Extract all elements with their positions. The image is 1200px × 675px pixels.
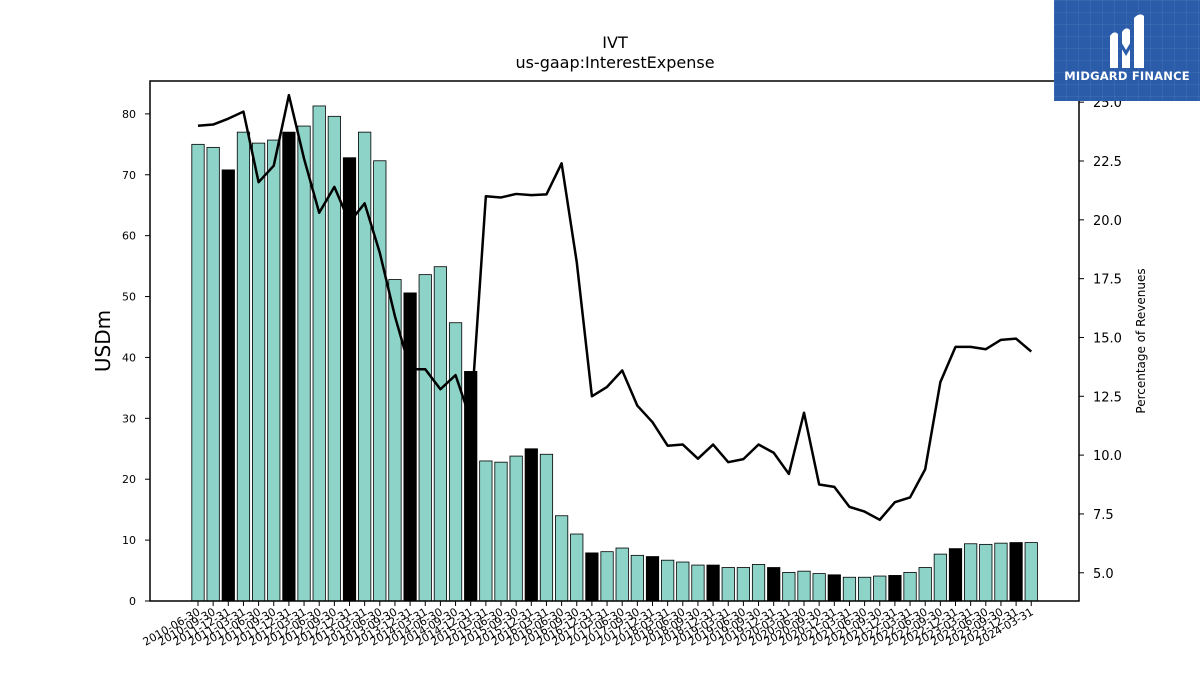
bar bbox=[661, 559, 675, 602]
bar bbox=[630, 554, 644, 602]
bar bbox=[767, 567, 781, 602]
y-tick-label: 60 bbox=[122, 230, 136, 243]
bar bbox=[433, 266, 448, 602]
bar bbox=[903, 571, 917, 602]
y2-tick-label: 22.5 bbox=[1093, 155, 1122, 170]
bar bbox=[1009, 542, 1023, 602]
y2-axis-label: Percentage of Revenues bbox=[1134, 268, 1148, 413]
midgard-logo-icon bbox=[1110, 14, 1144, 68]
bar bbox=[312, 105, 326, 602]
y-tick-label: 70 bbox=[122, 169, 136, 182]
bar bbox=[858, 576, 872, 602]
y-axis-label: USDm bbox=[91, 310, 115, 372]
bar bbox=[1024, 542, 1038, 602]
bar bbox=[706, 564, 720, 602]
bar bbox=[418, 274, 432, 602]
bar bbox=[448, 322, 463, 602]
y-tick-label: 40 bbox=[122, 351, 136, 364]
bar bbox=[721, 567, 735, 602]
bar bbox=[948, 548, 963, 602]
y2-tick-label: 12.5 bbox=[1093, 390, 1122, 405]
bar bbox=[736, 567, 751, 602]
left-axis: 0 10 20 30 40 50 60 70 80 bbox=[122, 108, 150, 608]
bar bbox=[797, 570, 811, 602]
bar bbox=[964, 543, 978, 602]
chart-subtitle: us-gaap:InterestExpense bbox=[515, 53, 714, 72]
bar bbox=[918, 567, 932, 602]
y2-tick-label: 20.0 bbox=[1093, 214, 1122, 229]
bar bbox=[994, 542, 1008, 602]
bar bbox=[251, 142, 266, 602]
y-tick-label: 20 bbox=[122, 473, 136, 486]
bar bbox=[933, 553, 947, 602]
y2-tick-label: 7.5 bbox=[1093, 508, 1114, 523]
bar bbox=[206, 146, 220, 602]
y-tick-label: 50 bbox=[122, 291, 136, 304]
y2-tick-label: 17.5 bbox=[1093, 273, 1122, 288]
bar bbox=[585, 552, 599, 602]
bar bbox=[691, 564, 705, 602]
plot-frame bbox=[149, 80, 1080, 602]
bar bbox=[888, 575, 902, 602]
bar bbox=[479, 460, 493, 602]
y-tick-label: 30 bbox=[122, 412, 136, 425]
bar bbox=[297, 125, 311, 602]
bar bbox=[267, 139, 281, 602]
bar bbox=[600, 551, 614, 602]
midgard-finance-logo: MIDGARD FINANCE bbox=[1054, 0, 1200, 101]
bars-layer bbox=[191, 105, 1038, 602]
bar bbox=[873, 575, 887, 602]
bar bbox=[570, 533, 584, 602]
bar bbox=[282, 131, 296, 602]
bar bbox=[751, 564, 766, 602]
bar bbox=[827, 574, 841, 602]
bar bbox=[979, 543, 993, 602]
bar bbox=[236, 131, 251, 602]
bar bbox=[509, 455, 523, 602]
bar bbox=[615, 547, 629, 602]
logo-text: MIDGARD FINANCE bbox=[1064, 69, 1190, 83]
y2-tick-label: 10.0 bbox=[1093, 449, 1122, 464]
bar bbox=[342, 157, 357, 602]
bar bbox=[555, 515, 569, 602]
bar bbox=[221, 169, 235, 602]
bar bbox=[539, 453, 554, 602]
bar bbox=[676, 561, 690, 602]
bar bbox=[524, 448, 538, 602]
bar bbox=[403, 292, 417, 602]
y-tick-label: 80 bbox=[122, 108, 136, 121]
percentage-of-revenues-line bbox=[197, 93, 1033, 522]
bar bbox=[842, 576, 857, 602]
x-axis: 2010-06-302010-09-302011-12-312011-03-31… bbox=[141, 601, 1036, 649]
chart-title: IVT bbox=[602, 33, 628, 52]
y-tick-label: 0 bbox=[129, 595, 136, 608]
bar bbox=[373, 160, 387, 602]
bar bbox=[645, 556, 660, 602]
bar bbox=[494, 461, 508, 602]
bar bbox=[812, 573, 826, 602]
bar bbox=[191, 143, 205, 602]
y-tick-label: 10 bbox=[122, 534, 136, 547]
y2-tick-label: 5.0 bbox=[1093, 567, 1114, 582]
bar bbox=[782, 571, 796, 602]
right-axis: 5.07.510.012.515.017.520.022.525.0 bbox=[1079, 96, 1122, 582]
y2-tick-label: 15.0 bbox=[1093, 331, 1122, 346]
